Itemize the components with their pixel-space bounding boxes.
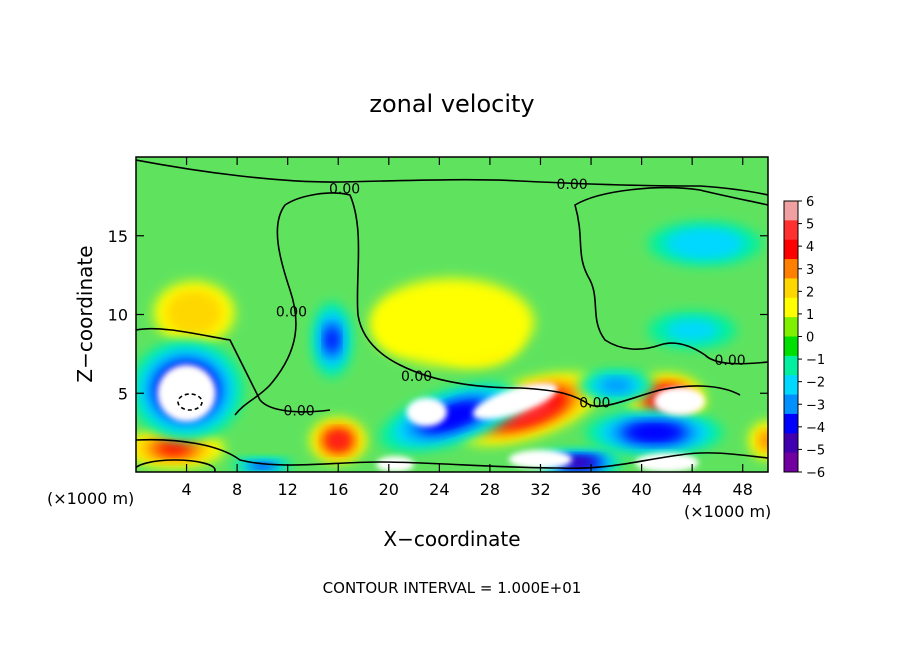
colorbar-swatch — [784, 317, 798, 337]
colorbar-label: 4 — [806, 240, 814, 255]
y-tick-label: 10 — [108, 306, 128, 325]
zero-contour-lines — [136, 159, 768, 472]
extreme-region — [635, 453, 699, 472]
positive-velocity-region — [402, 295, 502, 349]
colorbar-swatch — [784, 336, 798, 357]
plot-area: 0.00 0.00 0.00 0.00 0.00 0.00 0.00 — [136, 157, 768, 472]
y-axis-label: Z−coordinate — [73, 245, 97, 382]
colorbar-swatch — [784, 239, 798, 260]
negative-velocity-region — [665, 318, 719, 342]
colorbar-swatch — [784, 433, 798, 454]
x-tick-label: 28 — [480, 480, 500, 499]
negative-velocity-region — [568, 459, 589, 466]
x-tick-label: 24 — [429, 480, 449, 499]
colorbar-label: −5 — [806, 443, 825, 458]
x-axis-ticks: 4 8 12 16 20 24 28 32 36 40 44 48 — [181, 157, 753, 499]
colorbar-swatch — [784, 297, 798, 318]
colorbar-label: −1 — [806, 353, 825, 368]
contour-label: 0.00 — [276, 304, 307, 320]
x-tick-label: 20 — [379, 480, 399, 499]
contour-label: 0.00 — [401, 369, 432, 385]
x-tick-label: 16 — [328, 480, 348, 499]
colorbar-label: 2 — [806, 285, 814, 300]
colorbar-swatch — [784, 413, 798, 434]
extreme-region — [376, 456, 415, 472]
zero-contour-top — [136, 159, 768, 196]
y-tick-label: 5 — [118, 384, 128, 403]
colorbar-label: 0 — [806, 331, 814, 346]
x-tick-label: 44 — [682, 480, 702, 499]
colorbar-label: 1 — [806, 308, 814, 323]
contour-label: 0.00 — [329, 182, 360, 198]
colorbar-swatch — [784, 278, 798, 299]
extreme-region — [654, 386, 705, 416]
x-unit-right: (×1000 m) — [684, 502, 771, 521]
x-tick-label: 4 — [181, 480, 191, 499]
colorbar-swatch — [784, 201, 798, 221]
colorbar-swatch — [784, 355, 798, 376]
colorbar-label: 6 — [806, 195, 814, 210]
extreme-region — [406, 397, 447, 427]
extreme-region — [472, 382, 558, 420]
colorbar-label: −3 — [806, 398, 825, 413]
colorbar-label: 3 — [806, 263, 814, 278]
extreme-region — [157, 364, 216, 422]
velocity-field — [136, 221, 768, 472]
x-tick-label: 36 — [581, 480, 601, 499]
colorbar-swatch — [784, 452, 798, 473]
zero-contour-upper-cell — [574, 186, 768, 365]
positive-velocity-region — [759, 432, 768, 449]
negative-velocity-region — [635, 426, 674, 439]
negative-velocity-region — [680, 234, 730, 254]
x-axis-label: X−coordinate — [383, 527, 520, 551]
x-tick-label: 40 — [631, 480, 651, 499]
contour-label: 0.00 — [579, 396, 610, 412]
positive-velocity-region — [330, 434, 346, 447]
colorbar-label: 5 — [806, 218, 814, 233]
zero-contour-left-tongue — [284, 192, 741, 407]
x-tick-label: 12 — [278, 480, 298, 499]
contour-interval-note: CONTOUR INTERVAL = 1.000E+01 — [323, 579, 582, 597]
colorbar-swatch — [784, 259, 798, 279]
colorbar-swatch — [784, 394, 798, 415]
extreme-region — [508, 449, 573, 469]
negative-velocity-region — [432, 407, 472, 427]
colorbar: 6 5 4 3 2 1 0 −1 −2 −3 −4 −5 −6 — [783, 195, 825, 481]
zero-contour-mid — [234, 204, 297, 416]
y-axis-ticks: 5 10 15 — [108, 227, 768, 403]
contour-labels: 0.00 0.00 0.00 0.00 0.00 0.00 0.00 — [276, 177, 746, 420]
colorbar-label: −6 — [806, 466, 825, 481]
zero-contour-bottom — [136, 438, 768, 470]
contour-label: 0.00 — [283, 404, 314, 420]
x-unit-left: (×1000 m) — [47, 489, 134, 508]
colorbar-label: −4 — [806, 421, 825, 436]
positive-velocity-region — [176, 299, 212, 327]
x-tick-label: 32 — [530, 480, 550, 499]
colorbar-label: −2 — [806, 376, 825, 391]
chart-title: zonal velocity — [369, 90, 534, 118]
negative-velocity-region — [600, 378, 633, 393]
inner-contour-ring — [136, 459, 216, 472]
x-tick-label: 8 — [232, 480, 242, 499]
contour-label: 0.00 — [556, 177, 587, 193]
negative-velocity-region — [325, 327, 339, 353]
x-tick-label: 48 — [733, 480, 753, 499]
y-tick-label: 15 — [108, 227, 128, 246]
contour-label: 0.00 — [714, 353, 745, 369]
zero-contour-lower — [136, 327, 331, 413]
positive-velocity-region — [157, 442, 191, 455]
inner-contour-ring — [177, 393, 203, 411]
colorbar-swatch — [784, 375, 798, 396]
colorbar-swatch — [784, 220, 798, 241]
